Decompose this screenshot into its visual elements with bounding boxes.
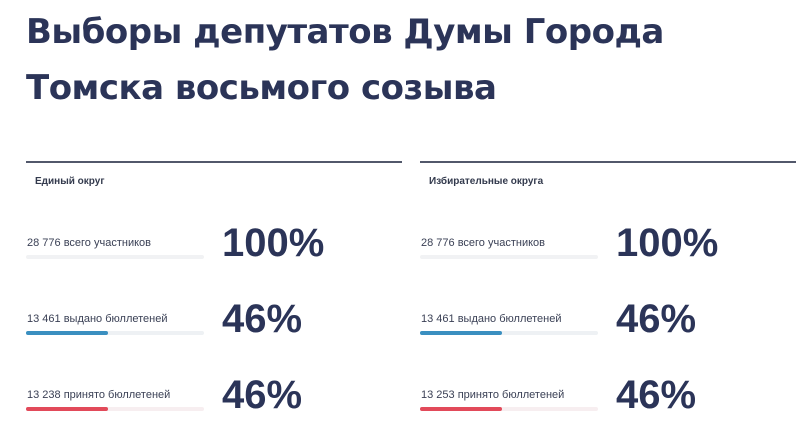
stat-percent: 100% [222, 221, 325, 265]
stat-label: 28 776 всего участников [421, 237, 545, 249]
progress-fill [420, 331, 502, 335]
stat-label: 13 461 выдано бюллетеней [421, 313, 562, 325]
stat-percent: 46% [222, 297, 303, 341]
stat-label: 13 253 принято бюллетеней [421, 389, 565, 401]
stat-label: 13 238 принято бюллетеней [27, 389, 171, 401]
stat-percent: 46% [616, 297, 697, 341]
stat-label: 13 461 выдано бюллетеней [27, 313, 168, 325]
progress-track [420, 255, 598, 259]
stat-row-issued: 13 461 выдано бюллетеней 46% [420, 297, 796, 371]
stat-row-issued: 13 461 выдано бюллетеней 46% [26, 297, 402, 371]
progress-track [26, 407, 204, 411]
progress-fill [26, 331, 108, 335]
stat-row-accepted: 13 253 принято бюллетеней 46% [420, 373, 796, 447]
column-electoral-districts: Избирательные округа 28 776 всего участн… [420, 161, 796, 417]
stat-row-accepted: 13 238 принято бюллетеней 46% [26, 373, 402, 447]
stat-percent: 100% [616, 221, 719, 265]
progress-track [420, 331, 598, 335]
stat-percent: 46% [222, 373, 303, 417]
column-header: Единый округ [35, 176, 105, 187]
progress-fill [26, 407, 108, 411]
progress-track [420, 407, 598, 411]
stat-row-participants: 28 776 всего участников 100% [26, 221, 402, 295]
stat-row-participants: 28 776 всего участников 100% [420, 221, 796, 295]
page-title: Выборы депутатов Думы Города Томска вось… [26, 12, 664, 108]
stat-label: 28 776 всего участников [27, 237, 151, 249]
column-header: Избирательные округа [429, 176, 544, 187]
progress-fill [420, 407, 502, 411]
stat-percent: 46% [616, 373, 697, 417]
column-single-district: Единый округ 28 776 всего участников 100… [26, 161, 402, 417]
progress-track [26, 331, 204, 335]
progress-track [26, 255, 204, 259]
